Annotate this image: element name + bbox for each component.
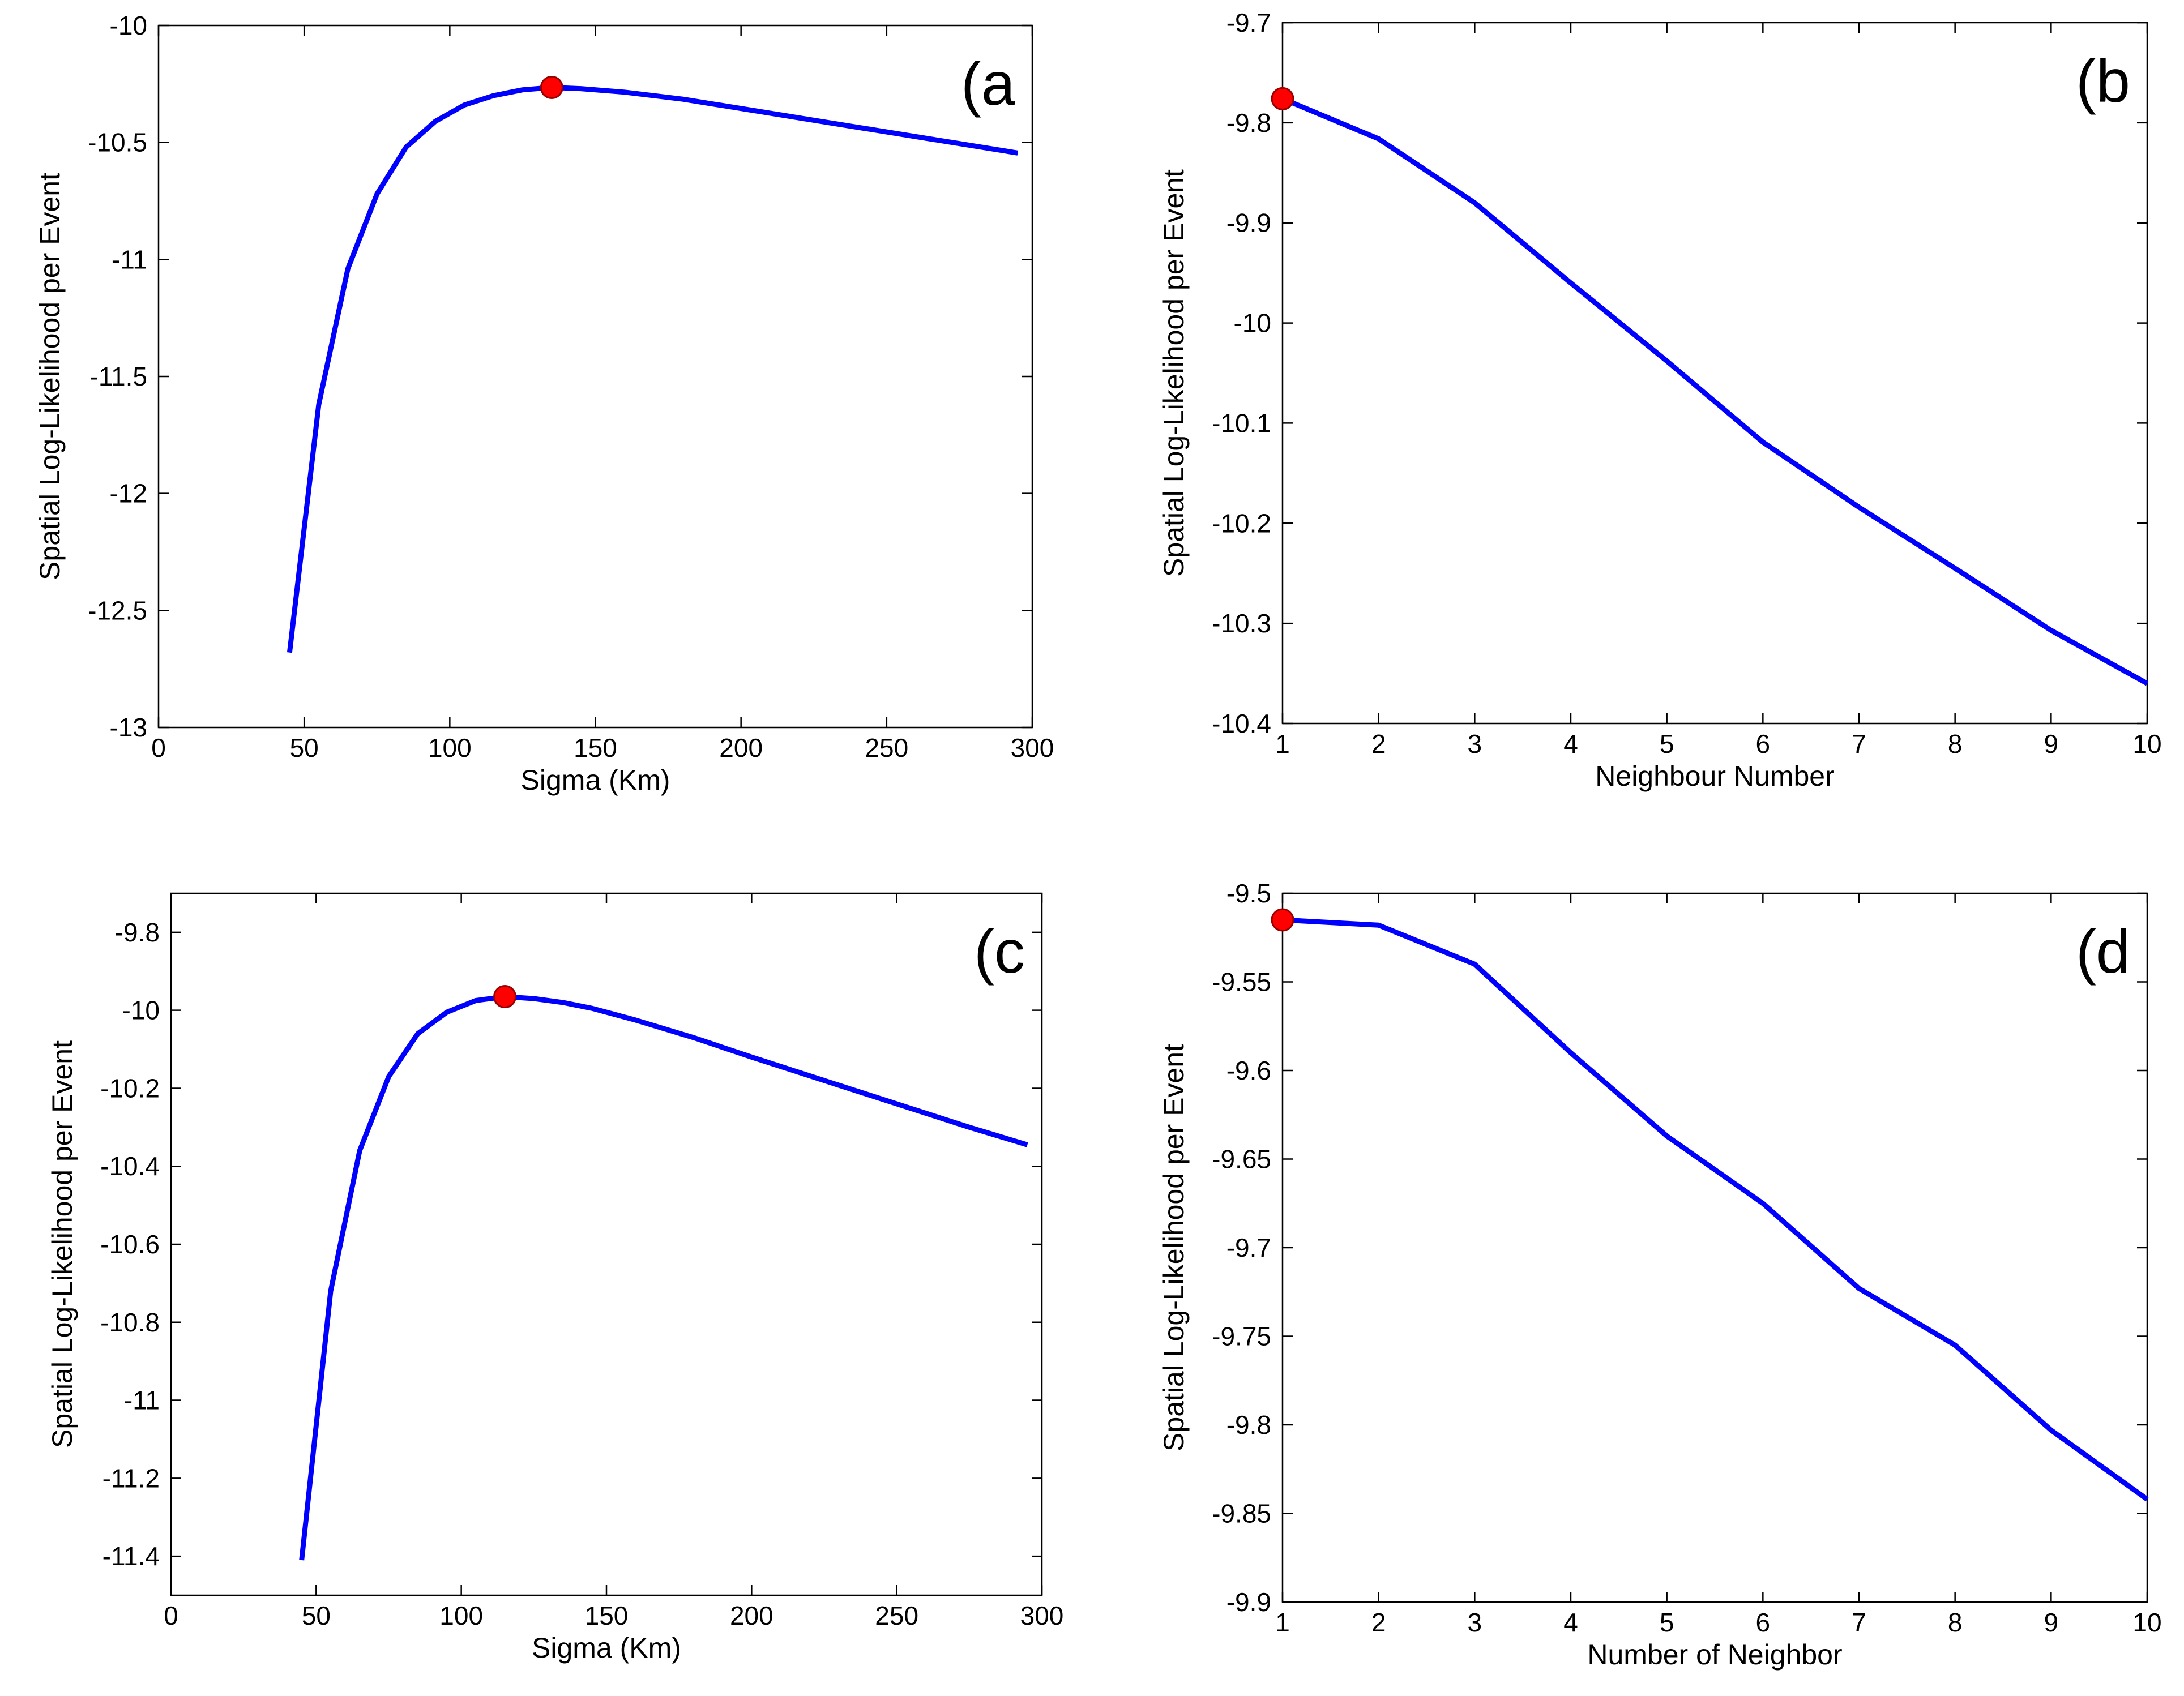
y-axis-label: Spatial Log-Likelihood per Event — [34, 173, 66, 580]
y-tick-label: -11 — [124, 1386, 160, 1415]
optimum-marker — [540, 76, 563, 100]
y-tick-label: -9.9 — [1226, 1587, 1271, 1617]
optimum-marker — [493, 985, 517, 1009]
x-tick-label: 0 — [151, 733, 166, 763]
x-tick-label: 8 — [1948, 1608, 1963, 1637]
axes-frame — [1281, 892, 2148, 1603]
chart-panel-c: 0 50 100 150 200 250 300 -9.8 -10 -10.2 -10.4 -10.6… — [46, 892, 1064, 1664]
x-axis-label: Neighbour Number — [1595, 760, 1834, 792]
panel-label: (b — [2076, 46, 2130, 115]
x-tick-label: 8 — [1948, 729, 1963, 759]
x-tick-label: 6 — [1756, 729, 1771, 759]
x-tick-label: 3 — [1468, 1608, 1482, 1637]
y-tick-label: -13 — [110, 713, 147, 742]
y-tick-label: -9.7 — [1226, 8, 1271, 37]
y-axis-label: Spatial Log-Likelihood per Event — [46, 1040, 78, 1448]
axes-frame — [170, 892, 1043, 1596]
x-tick-label: 3 — [1468, 729, 1482, 759]
y-tick-label: -11.4 — [102, 1541, 160, 1571]
optimum-marker — [1271, 87, 1294, 110]
y-tick-label: -12.5 — [88, 596, 147, 625]
x-tick-label: 100 — [439, 1601, 483, 1630]
x-tick-label: 4 — [1563, 1608, 1578, 1637]
y-tick-label: -12 — [110, 479, 147, 508]
x-axis-label: Sigma (Km) — [521, 764, 670, 796]
x-tick-label: 200 — [730, 1601, 773, 1630]
x-tick-label: 300 — [1011, 733, 1054, 763]
x-tick-label: 1 — [1275, 1608, 1290, 1637]
x-axis-label: Number of Neighbor — [1587, 1639, 1842, 1671]
x-tick-label: 5 — [1660, 729, 1674, 759]
y-tick-label: -9.9 — [1226, 208, 1271, 238]
y-tick-label: -10.4 — [100, 1151, 160, 1181]
y-tick-label: -9.65 — [1212, 1145, 1271, 1174]
x-tick-label: 5 — [1660, 1608, 1674, 1637]
x-tick-label: 50 — [290, 733, 319, 763]
x-tick-label: 2 — [1371, 729, 1386, 759]
axes-frame — [157, 24, 1033, 729]
y-tick-label: -9.8 — [115, 918, 160, 947]
x-tick-label: 150 — [574, 733, 617, 763]
y-tick-label: -10 — [122, 996, 160, 1025]
x-tick-label: 9 — [2044, 729, 2059, 759]
y-tick-label: -10 — [1234, 309, 1271, 338]
x-tick-label: 100 — [428, 733, 472, 763]
y-tick-label: -11.2 — [102, 1463, 160, 1493]
y-axis-label: Spatial Log-Likelihood per Event — [1158, 1044, 1190, 1451]
series-line — [287, 85, 1019, 653]
y-tick-label: -10 — [110, 11, 147, 40]
x-tick-label: 300 — [1020, 1601, 1064, 1630]
x-tick-label: 9 — [2044, 1608, 2059, 1637]
x-tick-label: 150 — [585, 1601, 629, 1630]
axes-frame — [1281, 22, 2148, 725]
optimum-marker — [1271, 908, 1294, 932]
x-tick-label: 200 — [719, 733, 763, 763]
y-tick-label: -10.1 — [1212, 408, 1271, 438]
y-axis-label: Spatial Log-Likelihood per Event — [1158, 169, 1190, 577]
x-tick-label: 250 — [865, 733, 908, 763]
x-tick-label: 250 — [875, 1601, 918, 1630]
panel-label: (c — [974, 917, 1025, 986]
series-line — [1282, 917, 2149, 1502]
y-tick-label: -9.7 — [1226, 1233, 1271, 1262]
chart-panel-b: 1 2 3 4 5 6 7 8 9 10 -9.7 -9.8 -9.9 -10 -10.1 -10.2 -10.… — [1158, 8, 2162, 792]
y-tick-label: -9.5 — [1226, 879, 1271, 908]
panel-label: (d — [2076, 917, 2130, 986]
x-tick-label: 50 — [302, 1601, 331, 1630]
y-tick-label: -10.5 — [88, 128, 147, 157]
x-tick-label: 6 — [1756, 1608, 1771, 1637]
chart-panel-a: 0 50 100 150 200 250 300 -10 -10.5 -11 -11.5 -12 -12… — [34, 11, 1054, 796]
y-tick-label: -10.6 — [100, 1230, 160, 1259]
y-tick-label: -10.2 — [1212, 508, 1271, 538]
x-tick-label: 4 — [1563, 729, 1578, 759]
y-tick-label: -9.55 — [1212, 967, 1271, 997]
y-tick-label: -9.8 — [1226, 1410, 1271, 1440]
y-tick-label: -11 — [112, 245, 147, 274]
x-tick-label: 2 — [1371, 1608, 1386, 1637]
y-tick-label: -10.3 — [1212, 609, 1271, 638]
x-axis-label: Sigma (Km) — [532, 1632, 681, 1664]
x-tick-label: 1 — [1275, 729, 1290, 759]
chart-panel-d: 1 2 3 4 5 6 7 8 9 10 -9.5 -9.55 -9.6 -9.65 -9.7 -9.75 -9… — [1158, 879, 2162, 1671]
series-line — [299, 994, 1028, 1561]
y-tick-label: -10.4 — [1212, 709, 1271, 738]
x-tick-label: 0 — [164, 1601, 178, 1630]
y-tick-label: -11.5 — [90, 362, 147, 391]
series-line — [1281, 96, 2149, 686]
x-tick-label: 7 — [1852, 1608, 1866, 1637]
x-tick-label: 7 — [1852, 729, 1866, 759]
y-tick-label: -10.8 — [100, 1308, 160, 1337]
x-tick-label: 10 — [2132, 729, 2161, 759]
y-tick-label: -9.8 — [1226, 108, 1271, 138]
panel-label: (a — [961, 49, 1016, 118]
x-tick-label: 10 — [2132, 1608, 2161, 1637]
y-tick-label: -9.85 — [1212, 1499, 1271, 1528]
y-tick-label: -9.6 — [1226, 1056, 1271, 1085]
y-tick-label: -10.2 — [100, 1073, 160, 1103]
y-tick-label: -9.75 — [1212, 1322, 1271, 1351]
